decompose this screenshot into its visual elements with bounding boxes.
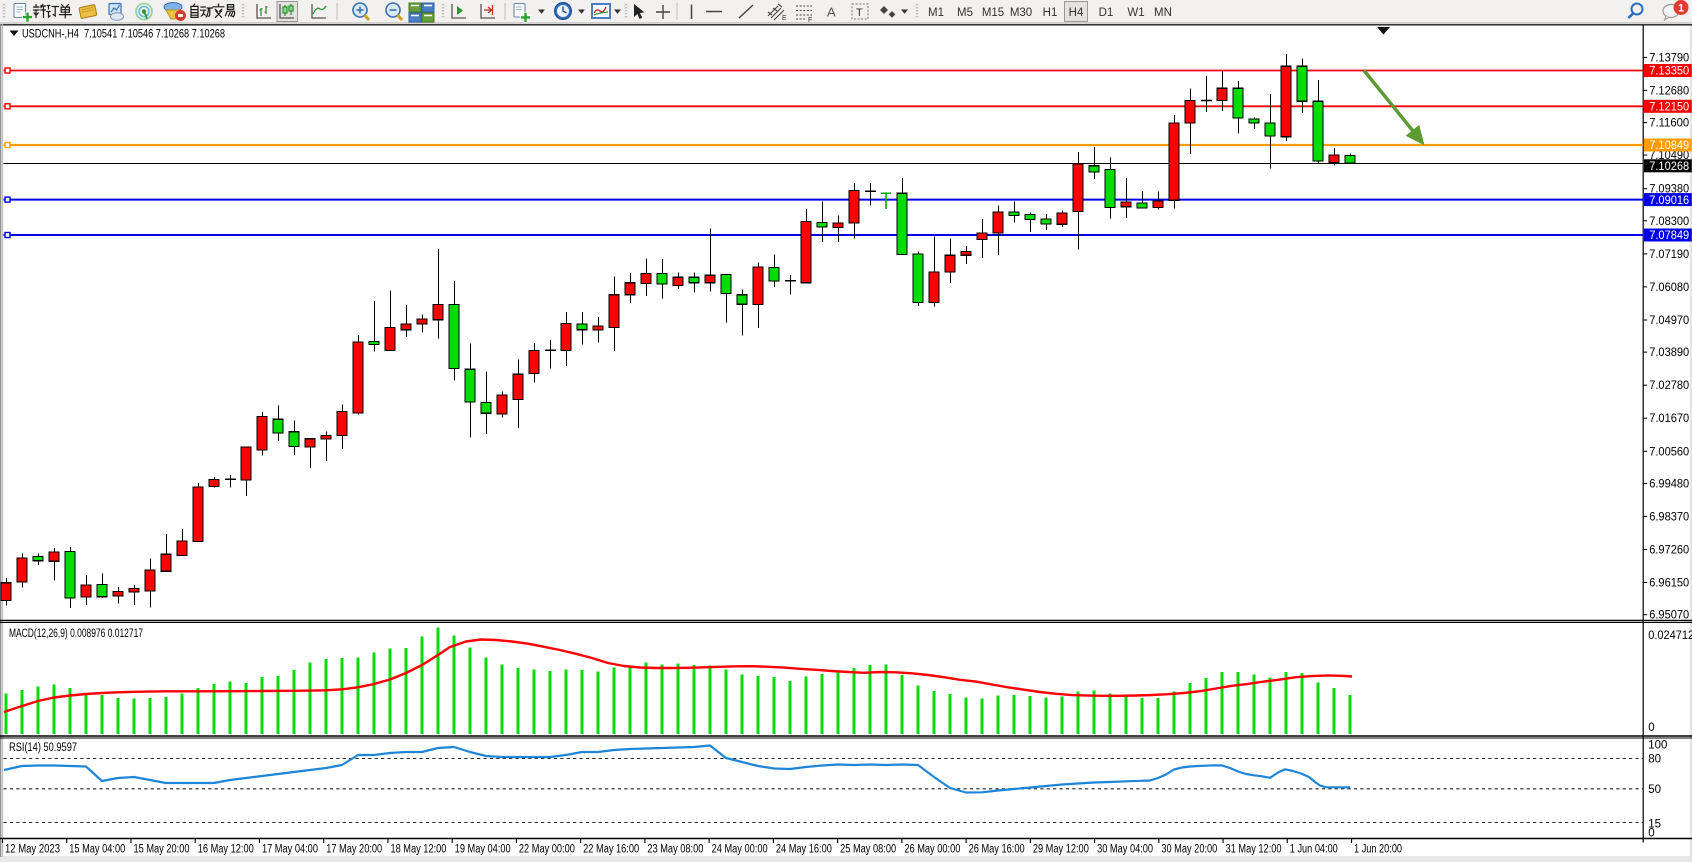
svg-text:M30: M30 bbox=[1010, 7, 1032, 19]
svg-text:1: 1 bbox=[1678, 3, 1684, 15]
svg-text:7.13790: 7.13790 bbox=[1649, 52, 1689, 64]
svg-text:7.10268: 7.10268 bbox=[1649, 161, 1689, 173]
svg-text:1 Jun 20:00: 1 Jun 20:00 bbox=[1354, 844, 1402, 856]
svg-text:15: 15 bbox=[1648, 818, 1661, 830]
svg-text:D1: D1 bbox=[1099, 7, 1114, 19]
svg-text:7.11600: 7.11600 bbox=[1649, 118, 1689, 130]
svg-text:7.09016: 7.09016 bbox=[1649, 195, 1689, 207]
svg-text:17 May 20:00: 17 May 20:00 bbox=[326, 844, 382, 856]
svg-text:24 May 16:00: 24 May 16:00 bbox=[776, 844, 832, 856]
svg-text:7.07190: 7.07190 bbox=[1649, 249, 1689, 261]
svg-text:MACD(12,26,9) 0.008976 0.01271: MACD(12,26,9) 0.008976 0.012717 bbox=[9, 628, 143, 640]
svg-text:6.95070: 6.95070 bbox=[1649, 610, 1689, 622]
svg-text:7.00560: 7.00560 bbox=[1649, 446, 1689, 458]
svg-text:H4: H4 bbox=[1069, 7, 1084, 19]
svg-text:18 May 12:00: 18 May 12:00 bbox=[390, 844, 446, 856]
svg-text:25 May 08:00: 25 May 08:00 bbox=[840, 844, 896, 856]
svg-text:22 May 00:00: 22 May 00:00 bbox=[519, 844, 575, 856]
svg-text:7.07849: 7.07849 bbox=[1649, 230, 1689, 242]
svg-text:12 May 2023: 12 May 2023 bbox=[5, 844, 60, 856]
svg-text:6.96150: 6.96150 bbox=[1649, 578, 1689, 590]
svg-text:6.99480: 6.99480 bbox=[1649, 478, 1689, 490]
svg-text:7.06080: 7.06080 bbox=[1649, 282, 1689, 294]
svg-text:30 May 04:00: 30 May 04:00 bbox=[1097, 844, 1153, 856]
svg-text:15 May 04:00: 15 May 04:00 bbox=[69, 844, 125, 856]
svg-text:MN: MN bbox=[1154, 7, 1172, 19]
svg-text:7.01670: 7.01670 bbox=[1649, 413, 1689, 425]
svg-text:23 May 08:00: 23 May 08:00 bbox=[647, 844, 703, 856]
svg-text:50: 50 bbox=[1648, 784, 1661, 796]
svg-text:7.09380: 7.09380 bbox=[1649, 184, 1689, 196]
svg-text:USDCNH-,H4 7.10541 7.10546 7.: USDCNH-,H4 7.10541 7.10546 7.10268 7.102… bbox=[22, 27, 225, 41]
svg-text:RSI(14) 50.9597: RSI(14) 50.9597 bbox=[9, 742, 77, 754]
svg-text:15 May 20:00: 15 May 20:00 bbox=[133, 844, 189, 856]
svg-text:0.024712: 0.024712 bbox=[1648, 630, 1692, 642]
svg-text:30 May 20:00: 30 May 20:00 bbox=[1161, 844, 1217, 856]
svg-text:M15: M15 bbox=[982, 7, 1004, 19]
svg-text:A: A bbox=[827, 5, 836, 20]
svg-text:100: 100 bbox=[1648, 740, 1667, 752]
svg-text:24 May 00:00: 24 May 00:00 bbox=[712, 844, 768, 856]
svg-text:0: 0 bbox=[1648, 827, 1654, 839]
svg-text:7.13350: 7.13350 bbox=[1649, 66, 1689, 78]
svg-text:M1: M1 bbox=[928, 7, 944, 19]
svg-text:F: F bbox=[808, 17, 812, 24]
svg-text:19 May 04:00: 19 May 04:00 bbox=[455, 844, 511, 856]
svg-text:7.10490: 7.10490 bbox=[1649, 150, 1689, 162]
svg-text:17 May 04:00: 17 May 04:00 bbox=[262, 844, 318, 856]
svg-text:1 Jun 04:00: 1 Jun 04:00 bbox=[1290, 844, 1338, 856]
svg-text:7.04970: 7.04970 bbox=[1649, 315, 1689, 327]
svg-text:E: E bbox=[782, 15, 787, 22]
svg-text:16 May 12:00: 16 May 12:00 bbox=[198, 844, 254, 856]
svg-text:7.12150: 7.12150 bbox=[1649, 102, 1689, 114]
svg-text:6.97260: 6.97260 bbox=[1649, 545, 1689, 557]
svg-text:7.08300: 7.08300 bbox=[1649, 216, 1689, 228]
svg-text:W1: W1 bbox=[1127, 7, 1144, 19]
svg-text:T: T bbox=[856, 7, 863, 19]
svg-text:7.12680: 7.12680 bbox=[1649, 85, 1689, 97]
svg-text:22 May 16:00: 22 May 16:00 bbox=[583, 844, 639, 856]
svg-text:7.03890: 7.03890 bbox=[1649, 347, 1689, 359]
svg-text:H1: H1 bbox=[1043, 7, 1058, 19]
svg-text:7.02780: 7.02780 bbox=[1649, 380, 1689, 392]
svg-text:26 May 00:00: 26 May 00:00 bbox=[904, 844, 960, 856]
svg-text:31 May 12:00: 31 May 12:00 bbox=[1226, 844, 1282, 856]
svg-text:7.10849: 7.10849 bbox=[1649, 140, 1689, 152]
svg-text:26 May 16:00: 26 May 16:00 bbox=[969, 844, 1025, 856]
svg-text:6.98370: 6.98370 bbox=[1649, 511, 1689, 523]
svg-text:29 May 12:00: 29 May 12:00 bbox=[1033, 844, 1089, 856]
svg-text:80: 80 bbox=[1648, 754, 1661, 766]
svg-text:0: 0 bbox=[1648, 722, 1654, 734]
svg-text:M5: M5 bbox=[957, 7, 973, 19]
